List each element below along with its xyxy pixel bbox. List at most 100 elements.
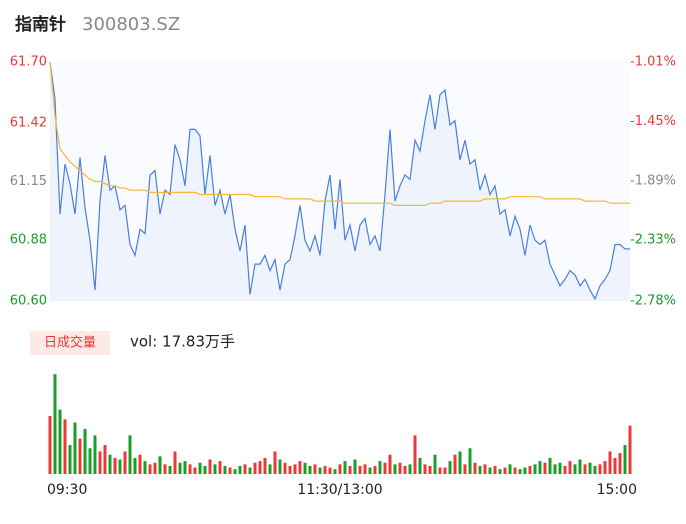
volume-bar bbox=[308, 465, 312, 474]
volume-bar bbox=[323, 465, 327, 474]
volume-bar bbox=[333, 469, 337, 474]
volume-bar bbox=[118, 459, 122, 474]
volume-bar bbox=[388, 454, 392, 474]
volume-bar bbox=[293, 464, 297, 474]
volume-bar bbox=[143, 461, 147, 474]
volume-bar bbox=[608, 451, 612, 474]
volume-bar bbox=[228, 467, 232, 474]
volume-bar bbox=[178, 462, 182, 474]
volume-bar bbox=[458, 451, 462, 474]
volume-bar bbox=[98, 451, 102, 474]
volume-bar bbox=[618, 453, 622, 474]
volume-bar bbox=[498, 469, 502, 474]
volume-bar bbox=[513, 467, 517, 474]
y2-tick-label: -1.45% bbox=[630, 114, 676, 129]
volume-bar bbox=[103, 445, 107, 474]
volume-bar bbox=[203, 465, 207, 474]
x-tick-label: 11:30/13:00 bbox=[297, 482, 382, 498]
average-line bbox=[49, 61, 630, 206]
volume-bar bbox=[108, 454, 112, 474]
volume-bar bbox=[563, 465, 567, 474]
volume-bar bbox=[223, 465, 227, 474]
volume-bar bbox=[558, 462, 562, 474]
volume-bar bbox=[188, 464, 192, 474]
volume-bar bbox=[628, 425, 632, 474]
volume-bar bbox=[183, 461, 187, 474]
volume-bar bbox=[93, 435, 97, 474]
volume-bar bbox=[133, 457, 137, 474]
volume-bar bbox=[538, 461, 542, 474]
volume-bar bbox=[573, 464, 577, 474]
volume-bar bbox=[193, 467, 197, 474]
volume-bar bbox=[583, 464, 587, 474]
volume-bar bbox=[373, 465, 377, 474]
volume-bar bbox=[348, 465, 352, 474]
volume-bar bbox=[423, 464, 427, 474]
volume-bar bbox=[428, 465, 432, 474]
volume-bar bbox=[213, 464, 217, 474]
volume-bar bbox=[243, 464, 247, 474]
price-line bbox=[49, 61, 630, 301]
volume-bar bbox=[408, 464, 412, 474]
volume-bar bbox=[278, 459, 282, 474]
x-tick-label: 15:00 bbox=[597, 482, 637, 498]
stock-code: 300803.SZ bbox=[82, 14, 180, 35]
volume-bar bbox=[568, 461, 572, 474]
volume-bar bbox=[68, 445, 72, 474]
volume-bar bbox=[598, 464, 602, 474]
volume-bar bbox=[148, 464, 152, 474]
volume-bar bbox=[623, 445, 627, 474]
volume-bar bbox=[353, 459, 357, 474]
volume-bar bbox=[253, 462, 257, 474]
volume-bar bbox=[418, 457, 422, 474]
volume-button-bg[interactable] bbox=[30, 331, 110, 355]
volume-bar bbox=[163, 464, 167, 474]
volume-bar bbox=[168, 465, 172, 474]
volume-bar bbox=[298, 461, 302, 474]
volume-bar bbox=[288, 465, 292, 474]
volume-bar bbox=[368, 467, 372, 474]
volume-bar bbox=[403, 465, 407, 474]
volume-bar bbox=[478, 465, 482, 474]
volume-bar bbox=[318, 467, 322, 474]
volume-bar bbox=[393, 464, 397, 474]
volume-bar bbox=[603, 461, 607, 474]
volume-bar bbox=[508, 464, 512, 474]
volume-bar bbox=[448, 461, 452, 474]
volume-bar bbox=[268, 464, 272, 474]
volume-bar bbox=[218, 461, 222, 474]
volume-bar bbox=[53, 374, 57, 474]
volume-bar bbox=[503, 467, 507, 474]
volume-bar bbox=[328, 467, 332, 474]
volume-button[interactable]: 日成交量 bbox=[44, 335, 96, 351]
volume-bar bbox=[553, 464, 557, 474]
volume-bar bbox=[158, 456, 162, 474]
volume-bar bbox=[208, 459, 212, 474]
volume-bar bbox=[523, 467, 527, 474]
volume-bar bbox=[63, 419, 67, 474]
volume-bar bbox=[173, 451, 177, 474]
y2-tick-label: -1.01% bbox=[630, 55, 676, 70]
volume-bar bbox=[83, 428, 87, 474]
y-tick-label: 61.15 bbox=[10, 174, 47, 189]
volume-bar bbox=[383, 462, 387, 474]
volume-bar bbox=[543, 462, 547, 474]
volume-bar bbox=[73, 422, 77, 474]
volume-bar bbox=[128, 435, 132, 474]
volume-bar bbox=[463, 464, 467, 474]
volume-annotation: vol: 17.83万手 bbox=[130, 333, 235, 351]
volume-bar bbox=[378, 461, 382, 474]
volume-bar bbox=[528, 465, 532, 474]
volume-bar bbox=[113, 457, 117, 474]
volume-bar bbox=[468, 448, 472, 474]
volume-bar bbox=[153, 462, 157, 474]
volume-bar bbox=[413, 435, 417, 474]
volume-bar bbox=[238, 465, 242, 474]
volume-bar bbox=[548, 457, 552, 474]
volume-bar bbox=[58, 409, 62, 474]
volume-bar bbox=[123, 451, 127, 474]
volume-bar bbox=[338, 464, 342, 474]
volume-bar bbox=[453, 454, 457, 474]
volume-bar bbox=[473, 462, 477, 474]
